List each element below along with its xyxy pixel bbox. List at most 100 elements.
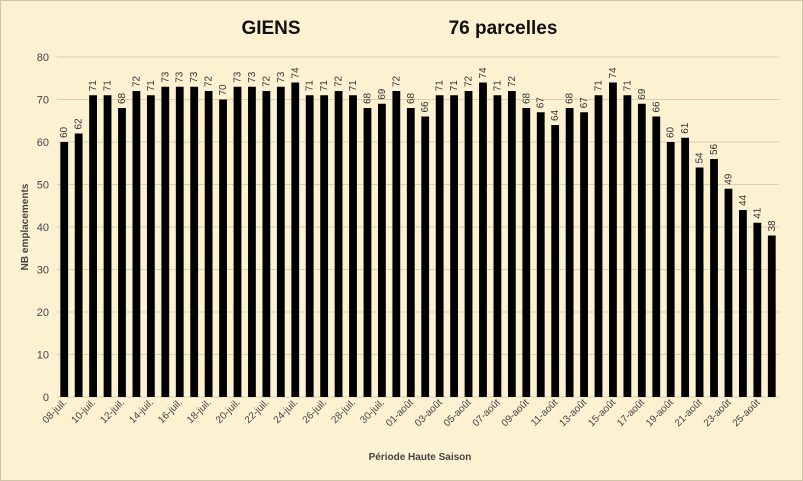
data-label: 68 [565,92,576,104]
bar [334,91,343,397]
x-tick-label: 10-juil. [70,397,99,426]
data-label: 73 [247,71,258,83]
data-label: 74 [478,67,489,79]
bar [594,95,603,397]
data-label: 68 [521,92,532,104]
bar [118,108,126,397]
bar [89,95,97,397]
bar [536,112,545,397]
bar [695,167,704,397]
bar [609,82,617,397]
bar [406,108,415,397]
data-label: 71 [305,80,316,92]
data-label: 72 [334,75,345,87]
data-label: 71 [492,80,503,92]
bar [507,91,516,397]
x-tick-label: 30-juil. [358,397,387,426]
bar [479,82,487,397]
bar [60,142,69,397]
y-tick-label: 50 [37,180,49,192]
bar [637,103,646,397]
data-label: 49 [723,173,734,185]
data-label: 74 [290,67,301,79]
bar [219,99,227,397]
bar [767,235,776,397]
bar [724,188,733,397]
x-tick-label: 13-août [557,397,589,429]
x-tick-label: 24-juil. [272,397,301,426]
bar [739,210,747,397]
data-label: 73 [233,71,244,83]
data-label: 38 [767,220,778,232]
x-tick-label: 01-août [384,397,416,429]
bar [666,142,675,397]
data-label: 41 [752,207,763,219]
data-label: 71 [622,80,633,92]
data-label: 67 [536,97,547,109]
x-tick-label: 11-août [529,397,560,428]
chart-title-right: 76 parcelles [449,18,558,39]
x-tick-label: 12-juil. [98,397,127,426]
x-tick-label: 25-août [731,397,763,429]
bar [233,86,242,397]
data-label: 71 [594,80,605,92]
bar [132,91,141,397]
y-tick-label: 80 [37,52,49,64]
data-label: 73 [160,71,171,83]
x-tick-label: 21-août [673,397,705,429]
bar [681,137,690,397]
data-label: 61 [680,122,691,134]
data-label: 66 [651,101,662,113]
bars [60,82,776,397]
x-tick-label: 28-juil. [330,397,359,426]
data-label: 60 [59,126,70,138]
data-label: 70 [218,84,229,96]
bar [580,112,588,397]
data-label: 72 [464,75,475,87]
y-tick-label: 10 [37,350,49,362]
bar [652,116,661,397]
data-label: 72 [204,75,215,87]
y-tick-label: 0 [43,392,49,404]
y-tick-label: 40 [37,222,49,234]
data-label: 68 [117,92,128,104]
bar [378,103,386,397]
x-tick-label: 18-juil. [185,397,214,426]
bar [262,91,271,397]
bar [146,95,155,397]
data-label: 67 [579,97,590,109]
data-label: 71 [103,80,114,92]
bar [320,95,329,397]
bar [363,108,372,397]
y-tick-label: 30 [37,265,49,277]
x-tick-label: 14-juil. [127,397,156,426]
x-axis-ticks: 08-juil. 10-juil. 12-juil. 14-juil. 16-juil.… [41,397,763,429]
bar [450,95,458,397]
bar [74,133,83,397]
data-label: 62 [74,118,85,130]
bar [623,95,632,397]
y-axis-title: NB emplacements [20,183,31,270]
data-label: 64 [550,109,561,121]
data-label: 54 [695,152,706,164]
bar [175,86,184,397]
x-tick-label: 17-août [615,397,647,429]
bar [190,86,199,397]
data-label: 68 [362,92,373,104]
x-tick-label: 09-août [500,397,532,429]
bar [349,95,357,397]
data-label: 72 [507,75,518,87]
x-tick-label: 16-juil. [156,397,185,426]
chart-title-left: GIENS [241,18,300,39]
data-label: 71 [146,80,157,92]
data-label: 56 [709,143,720,155]
bar [522,108,531,397]
data-label: 71 [449,80,460,92]
x-tick-label: 23-août [702,397,734,429]
x-tick-label: 20-juil. [214,397,243,426]
bar [464,91,473,397]
data-label: 74 [608,67,619,79]
data-label: 60 [666,126,677,138]
bar [565,108,574,397]
